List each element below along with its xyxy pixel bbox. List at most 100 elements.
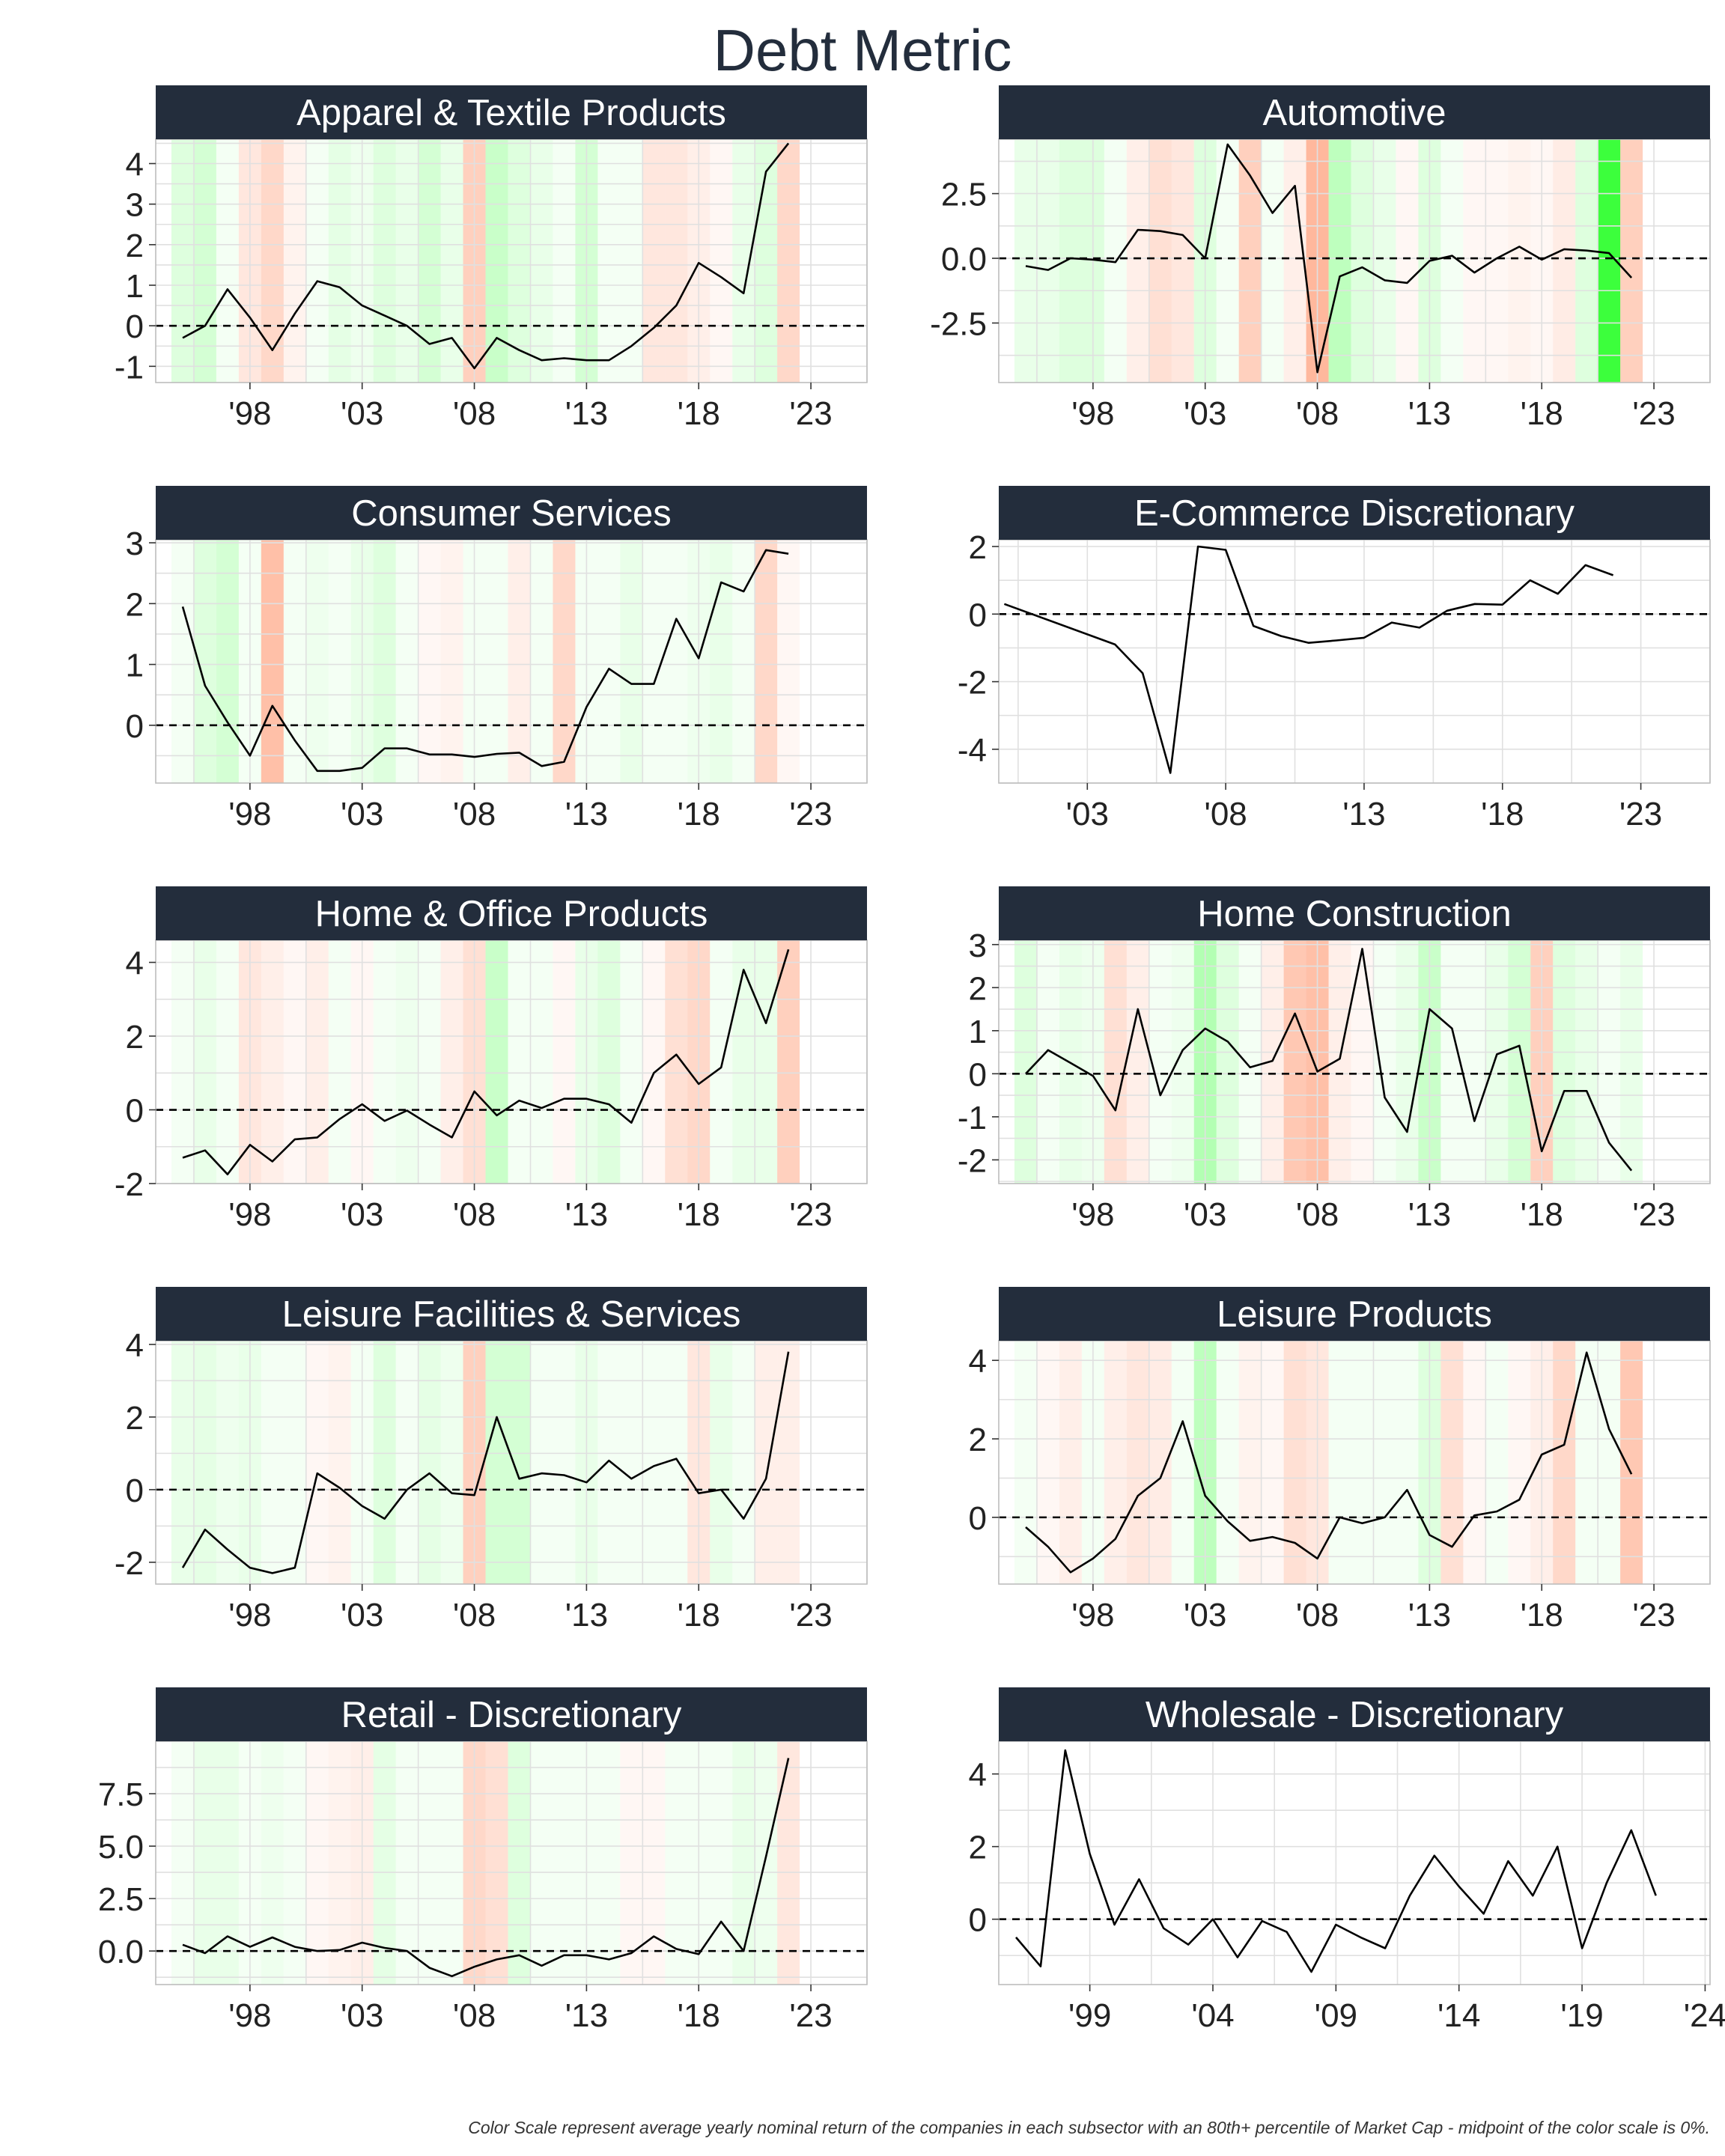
x-axis: '98 '03 '08 '13 '18 '23 (228, 783, 833, 832)
x-tick-label: '09 (1315, 1997, 1357, 2034)
shade-band-2000 (283, 139, 306, 383)
shade-band-2009 (485, 540, 508, 783)
data-point-2015 (1482, 1912, 1485, 1915)
data-point-2011 (540, 1964, 543, 1967)
data-point-2013 (1428, 1533, 1431, 1536)
data-point-1999 (1114, 1109, 1117, 1112)
data-point-1997 (1069, 257, 1072, 260)
y-tick-label: 0.0 (941, 241, 987, 278)
series-line (1003, 545, 1614, 774)
data-point-2003 (361, 1941, 364, 1944)
gridlines (999, 1341, 1711, 1584)
data-point-2000 (1003, 603, 1006, 606)
data-point-1996 (204, 1528, 207, 1531)
gridlines (156, 1341, 868, 1584)
shade-band-2016 (642, 1341, 666, 1584)
shade-band-2007 (440, 139, 463, 383)
shade-band-2007 (1283, 940, 1306, 1184)
x-tick-label: '23 (789, 395, 832, 432)
data-point-1995 (181, 336, 184, 339)
x-tick-label: '03 (341, 1997, 383, 2034)
shade-band-1999 (261, 940, 284, 1184)
x-tick-label: '08 (453, 1196, 496, 1233)
x-tick-label: '08 (1296, 1196, 1339, 1233)
shade-band-2022 (1620, 139, 1643, 383)
panel-header (156, 486, 867, 540)
data-point-2007 (451, 1136, 454, 1139)
data-point-2009 (496, 1416, 499, 1419)
data-point-2022 (787, 552, 790, 555)
data-point-1995 (1024, 264, 1027, 267)
x-tick-label: '03 (341, 395, 383, 432)
data-point-2006 (428, 753, 431, 756)
x-tick-label: '14 (1438, 1997, 1480, 2034)
y-tick-label: 0 (126, 708, 144, 745)
shade-band-2017 (1508, 139, 1531, 383)
y-tick-label: 2 (126, 1400, 144, 1437)
data-point-2010 (517, 1099, 520, 1102)
data-point-1998 (1092, 258, 1095, 261)
y-tick-label: 2.5 (98, 1881, 144, 1918)
data-point-2002 (338, 1118, 341, 1121)
data-point-1996 (1047, 1545, 1050, 1548)
data-point-1996 (204, 1149, 207, 1152)
y-tick-label: 2 (969, 1830, 987, 1866)
data-point-2004 (383, 1119, 386, 1122)
data-point-2009 (496, 1114, 499, 1117)
data-point-2016 (1506, 1860, 1509, 1863)
data-point-1997 (1069, 1062, 1072, 1065)
series-line (181, 1351, 790, 1574)
data-point-2010 (517, 1954, 520, 1957)
data-point-2018 (1501, 603, 1504, 606)
data-point-2005 (406, 324, 409, 327)
x-tick-label: '18 (678, 1997, 720, 2034)
shade-band-2014 (597, 1341, 621, 1584)
shade-band-2004 (373, 1741, 396, 1985)
y-axis: 0 2 4 (969, 1757, 999, 1939)
data-point-2019 (1529, 579, 1532, 582)
shade-band-1999 (261, 540, 284, 783)
data-point-2008 (1316, 1070, 1319, 1073)
shade-band-2012 (1396, 1341, 1419, 1584)
data-point-2015 (630, 1952, 633, 1955)
data-point-2021 (1607, 1141, 1610, 1144)
data-point-2007 (1294, 1012, 1297, 1015)
data-point-2022 (787, 141, 790, 144)
y-tick-label: 1 (126, 648, 144, 684)
data-point-2007 (451, 753, 454, 756)
x-tick-label: '08 (1296, 1597, 1339, 1633)
shade-band-2017 (1508, 1341, 1531, 1584)
data-point-1997 (1069, 1571, 1072, 1574)
data-point-2012 (1405, 1488, 1408, 1491)
shade-band-2011 (530, 1741, 553, 1985)
data-point-2015 (630, 344, 633, 347)
x-tick-label: '23 (789, 1997, 832, 2034)
x-tick-label: '24 (1684, 1997, 1725, 2034)
data-point-2004 (383, 314, 386, 317)
shade-band-1995 (171, 540, 194, 783)
shade-band-2004 (373, 139, 396, 383)
y-tick-label: 0.0 (98, 1934, 144, 1970)
x-tick-label: '03 (341, 1196, 383, 1233)
shade-band-2000 (1126, 139, 1149, 383)
x-tick-label: '13 (565, 1597, 608, 1633)
data-point-2008 (473, 1965, 476, 1968)
data-point-2022 (1630, 276, 1633, 279)
y-axis: -2.5 0.0 2.5 (930, 177, 999, 342)
x-tick-label: '18 (1521, 395, 1563, 432)
data-point-2007 (451, 1492, 454, 1495)
color-scale-caption: Color Scale represent average yearly nom… (468, 2118, 1710, 2137)
data-point-2011 (1384, 1946, 1387, 1949)
data-point-1999 (1114, 261, 1117, 264)
y-tick-label: 0 (969, 597, 987, 633)
shade-band-2022 (777, 940, 800, 1184)
shade-band-2004 (1216, 139, 1239, 383)
shade-band-2019 (710, 540, 733, 783)
shade-band-2016 (642, 940, 666, 1184)
shade-band-2009 (485, 940, 508, 1184)
shade-band-2015 (620, 1341, 643, 1584)
shade-band-1996 (193, 139, 216, 383)
shade-band-2016 (642, 139, 666, 383)
y-tick-label: 3 (126, 187, 144, 224)
